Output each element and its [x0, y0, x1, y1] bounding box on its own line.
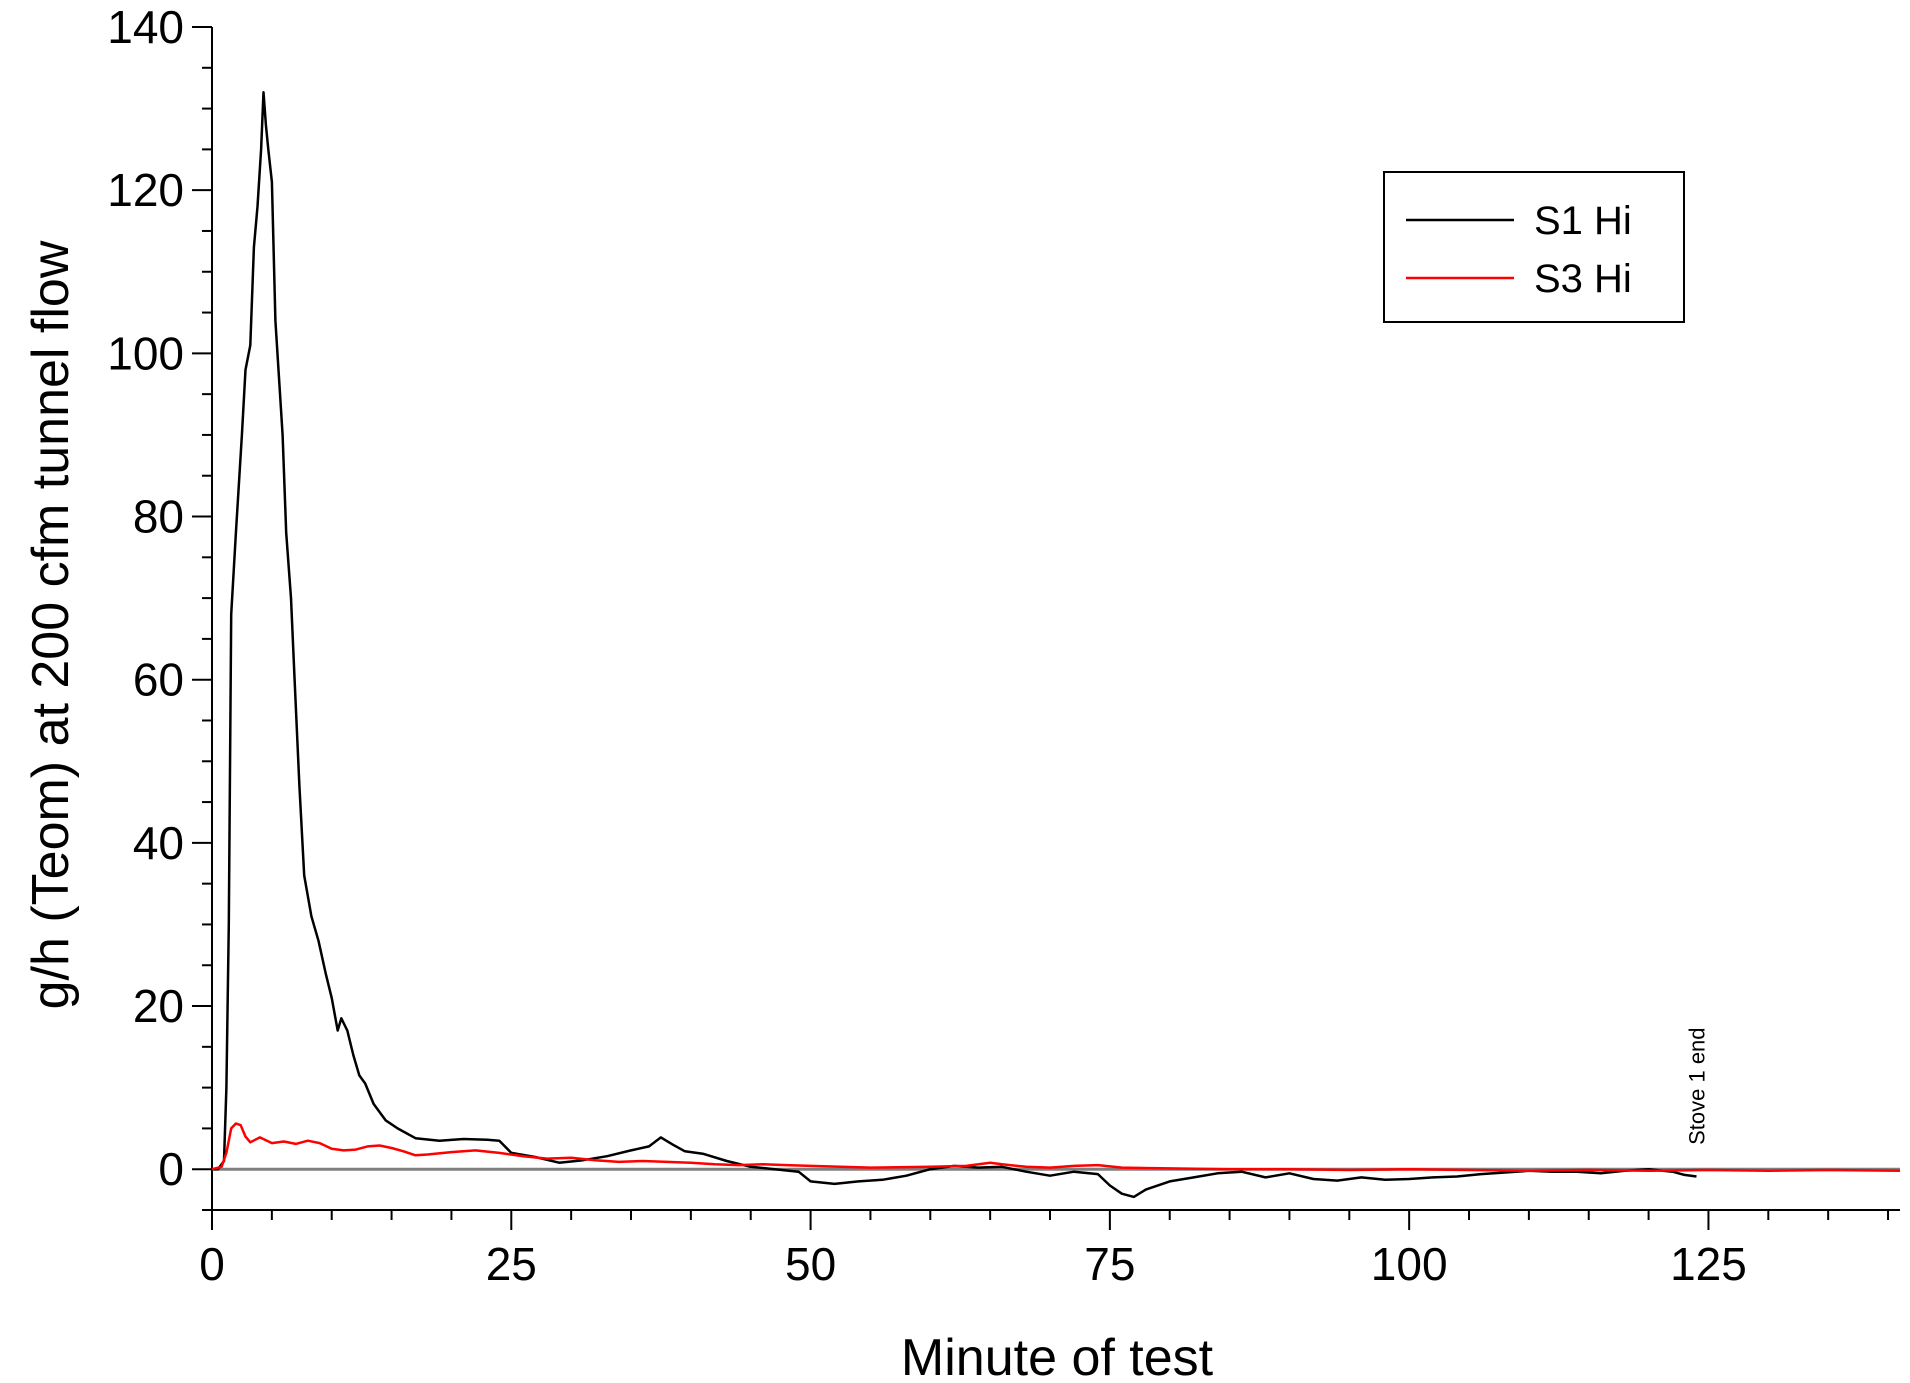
legend: S1 Hi S3 Hi [1383, 171, 1685, 323]
x-tick-label: 0 [199, 1238, 225, 1290]
annotation-stove-1-end: Stove 1 end [1684, 1027, 1709, 1144]
y-axis-title: g/h (Teom) at 200 cfm tunnel flow [22, 240, 80, 1009]
y-tick-label: 60 [133, 654, 184, 706]
y-tick-label: 20 [133, 980, 184, 1032]
x-tick-label: 125 [1670, 1238, 1747, 1290]
series-group [211, 91, 1901, 1199]
x-axis-title: Minute of test [901, 1329, 1214, 1383]
y-tick-label: 100 [107, 327, 184, 379]
y-tick-label: 80 [133, 491, 184, 543]
x-tick-label: 50 [785, 1238, 836, 1290]
axes: 0 20 40 60 80 100 120 140 0 25 50 75 100 125 [107, 1, 1900, 1290]
x-tick-label: 25 [486, 1238, 537, 1290]
y-tick-label: 120 [107, 164, 184, 216]
legend-box [1383, 171, 1685, 323]
x-tick-label: 100 [1371, 1238, 1448, 1290]
y-tick-label: 140 [107, 1, 184, 53]
x-tick-label: 75 [1084, 1238, 1135, 1290]
y-tick-label: 0 [158, 1143, 184, 1195]
legend-label-1: S1 Hi [1534, 199, 1632, 243]
y-tick-label: 40 [133, 817, 184, 869]
annotation-group: Stove 1 end [1684, 1027, 1709, 1144]
legend-label-2: S3 Hi [1534, 257, 1632, 301]
series-line-1 [212, 91, 1697, 1199]
series-line-2 [211, 1122, 1901, 1173]
